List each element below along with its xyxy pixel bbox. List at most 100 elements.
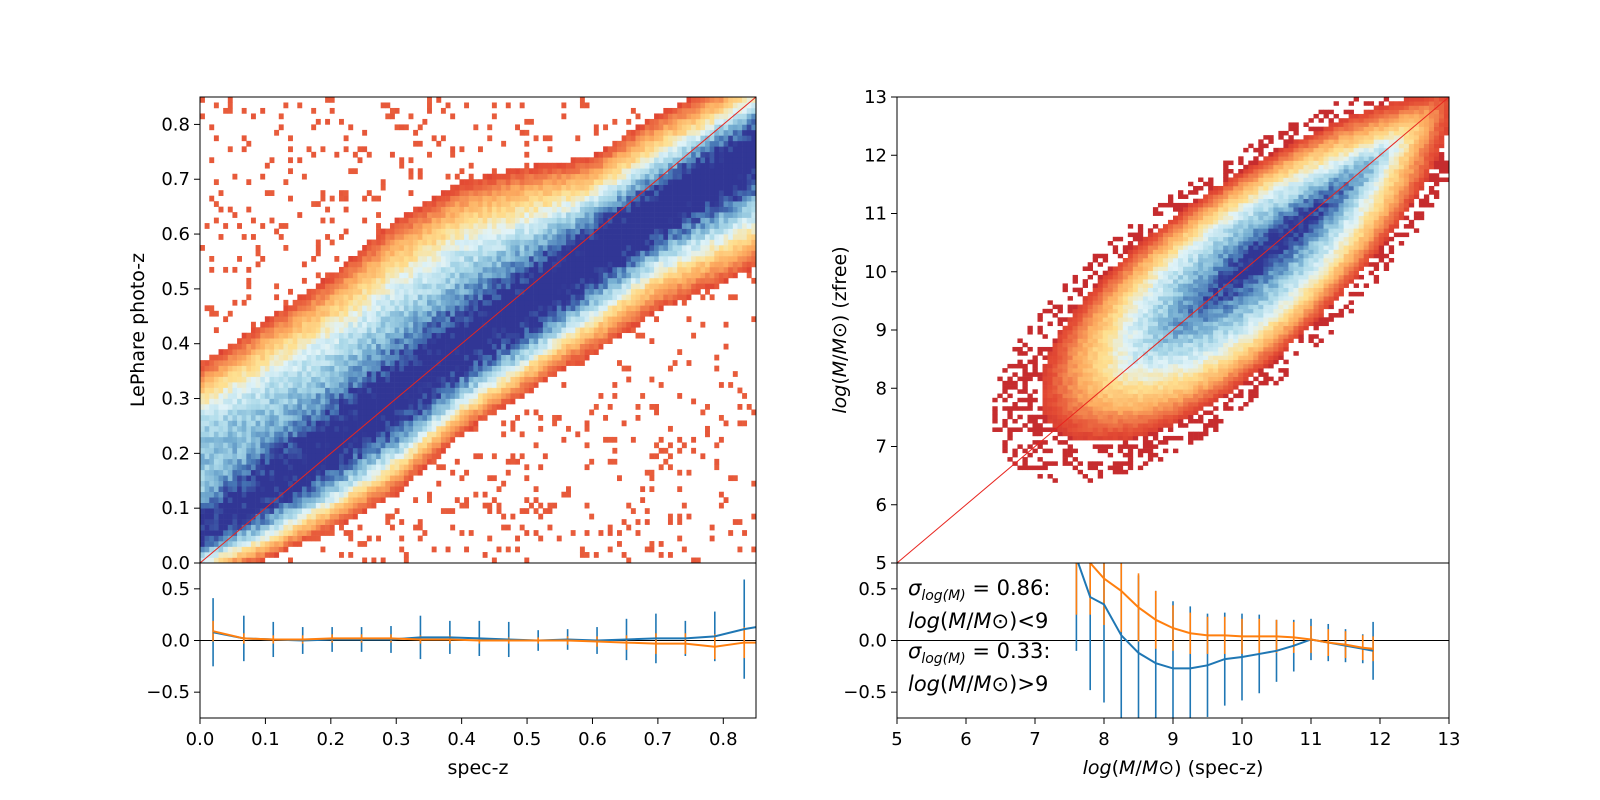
left-top-heat-cell [278, 541, 284, 547]
left-top-heat-cell [292, 387, 298, 394]
left-top-heat-cell [445, 508, 451, 514]
left-top-heat-cell [255, 365, 261, 372]
left-top-heat-cell [658, 436, 664, 443]
left-top-heat-cell [440, 349, 446, 355]
left-top-heat-cell [264, 354, 270, 361]
left-top-heat-cell [255, 530, 261, 536]
left-top-heat-cell [617, 277, 622, 284]
left-top-heat-cell [301, 436, 307, 443]
left-top-heat-cell [274, 519, 280, 525]
left-top-heat-cell [663, 212, 669, 218]
left-top-heat-cell [380, 277, 386, 284]
left-top-heat-cell [501, 228, 507, 235]
left-top-heat-cell [376, 497, 381, 503]
left-top-heat-cell [431, 310, 437, 317]
left-top-heat-cell [408, 343, 414, 350]
left-top-heat-cell [445, 288, 451, 295]
left-top-heat-cell [487, 239, 493, 246]
left-top-heat-cell [524, 151, 530, 158]
left-top-heat-cell [209, 431, 215, 438]
left-top-heat-cell [209, 266, 215, 273]
left-top-heat-cell [204, 414, 210, 421]
left-top-heat-cell [213, 217, 219, 224]
left-top-heat-cell [607, 283, 613, 290]
left-top-heat-cell [556, 266, 562, 273]
left-top-heat-cell [431, 195, 437, 202]
left-top-heat-cell [431, 250, 437, 257]
left-top-heat-cell [274, 316, 280, 323]
left-top-heat-cell [427, 97, 432, 103]
left-top-heat-cell [394, 420, 400, 427]
left-top-heat-cell [658, 151, 664, 158]
left-top-heat-cell [209, 305, 215, 312]
left-top-heat-cell [274, 398, 280, 405]
left-top-heat-cell [677, 195, 683, 202]
left-top-heat-cell [644, 261, 650, 268]
left-top-heat-cell [427, 343, 432, 350]
left-top-heat-cell [213, 387, 219, 394]
left-top-heat-cell [366, 277, 372, 284]
left-top-heat-cell [246, 453, 252, 460]
left-top-heat-cell [547, 365, 553, 372]
left-top-heat-cell [241, 497, 247, 503]
left-top-heat-cell [297, 316, 303, 323]
left-top-heat-cell [561, 179, 567, 186]
left-top-heat-cell [371, 321, 377, 328]
left-top-heat-cell [260, 535, 266, 542]
left-top-heat-cell [454, 354, 460, 361]
left-top-heat-cell [209, 524, 215, 531]
left-top-heat-cell [445, 239, 451, 246]
left-top-heat-cell [626, 118, 632, 125]
left-top-heat-cell [454, 294, 460, 301]
left-top-heat-cell [478, 349, 483, 355]
left-top-heat-cell [635, 245, 641, 251]
left-top-heat-cell [487, 288, 493, 295]
left-top-heat-cell [566, 349, 571, 355]
left-top-heat-cell [575, 234, 581, 240]
left-top-heat-cell [255, 409, 261, 416]
left-top-heat-cell [431, 305, 437, 312]
left-top-heat-cell [464, 332, 470, 339]
left-top-heat-cell [640, 140, 646, 147]
left-top-heat-cell [408, 212, 414, 218]
left-top-heat-cell [630, 157, 636, 164]
left-top-heat-cell [362, 245, 368, 251]
left-top-heat-cell [403, 365, 409, 372]
left-top-heat-cell [473, 321, 479, 328]
left-top-heat-cell [352, 354, 358, 361]
left-top-heat-cell [301, 387, 307, 394]
left-top-heat-cell [334, 321, 340, 328]
left-top-heat-cell [607, 206, 613, 213]
left-top-heat-cell [315, 469, 321, 476]
left-top-heat-cell [288, 321, 293, 328]
left-top-heat-cell [542, 288, 548, 295]
left-top-heat-cell [589, 283, 595, 290]
left-top-heat-cell [274, 343, 280, 350]
left-top-heat-cell [306, 146, 312, 153]
left-top-heat-cell [380, 294, 386, 301]
left-top-heat-cell [315, 530, 321, 536]
left-top-heat-cell [431, 365, 437, 372]
left-top-heat-cell [566, 321, 571, 328]
left-top-heat-cell [366, 469, 372, 476]
left-top-heat-cell [487, 360, 493, 366]
left-top-heat-cell [325, 447, 331, 454]
left-top-heat-cell [630, 228, 636, 235]
left-top-heat-cell [357, 486, 363, 493]
left-top-heat-cell [301, 305, 307, 312]
left-top-heat-cell [440, 190, 446, 196]
left-top-heat-cell [672, 206, 678, 213]
left-top-heat-cell [649, 151, 655, 158]
left-top-heat-cell [403, 288, 409, 295]
left-top-heat-cell [237, 382, 242, 388]
left-top-heat-cell [339, 354, 344, 361]
left-top-heat-cell [260, 321, 266, 328]
left-top-heat-cell [408, 464, 414, 471]
left-top-heat-cell [348, 420, 354, 427]
left-top-heat-cell [654, 283, 659, 290]
left-top-heat-cell [473, 217, 479, 224]
left-top-heat-cell [357, 393, 363, 399]
left-top-heat-cell [301, 458, 307, 465]
left-top-heat-cell [394, 404, 400, 410]
left-top-heat-cell [593, 305, 599, 312]
